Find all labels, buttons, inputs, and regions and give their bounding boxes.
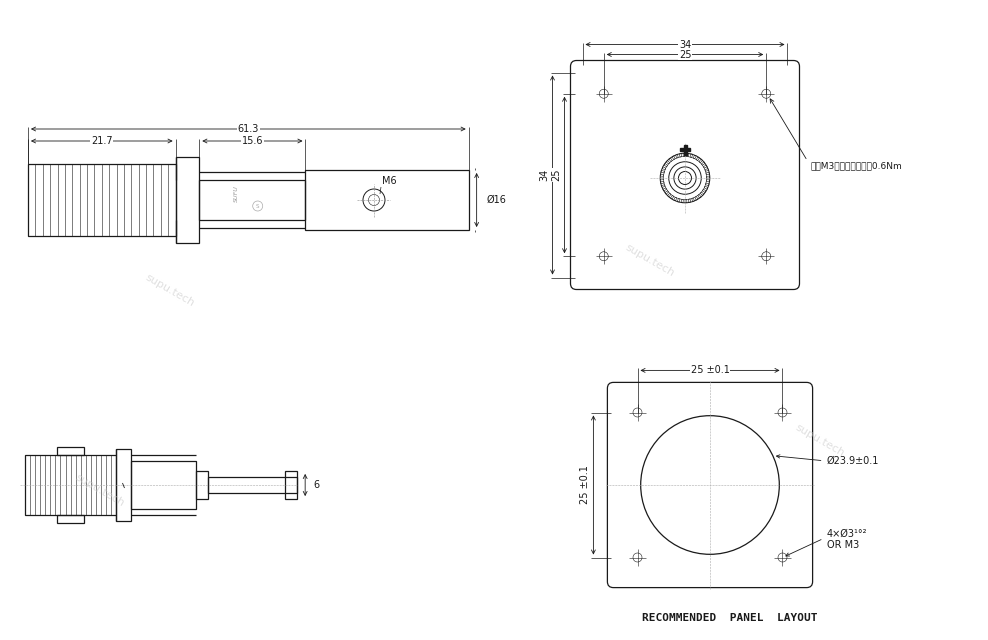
Text: 4×Ø3¹°²: 4×Ø3¹°² [827,529,867,538]
Text: 25: 25 [679,49,692,60]
Text: 34: 34 [679,40,692,49]
Text: supu.tech: supu.tech [143,272,197,308]
Bar [305,170,468,230]
Bar [286,471,297,499]
Text: 推荐M3组合螺丝，扇矢0.6Nm: 推荐M3组合螺丝，扇矢0.6Nm [810,161,902,170]
Text: supu.tech: supu.tech [623,242,677,278]
Polygon shape [680,148,690,151]
Bar [25,455,117,515]
Text: 6: 6 [313,480,319,490]
Bar [200,180,305,220]
Text: 61.3: 61.3 [238,124,259,134]
Text: supu.tech: supu.tech [74,472,126,508]
Bar [130,461,197,509]
Bar [208,477,297,493]
Text: S: S [256,204,260,209]
Text: 25: 25 [551,169,561,181]
Text: 21.7: 21.7 [91,136,113,146]
Text: Ø16: Ø16 [487,195,507,205]
Text: 34: 34 [539,169,549,181]
Text: RECOMMENDED  PANEL  LAYOUT: RECOMMENDED PANEL LAYOUT [642,613,818,623]
Bar [176,157,200,243]
Polygon shape [684,145,687,155]
Bar [28,164,176,236]
Text: OR M3: OR M3 [827,540,859,550]
Bar [57,515,84,523]
Text: 25 ±0.1: 25 ±0.1 [691,365,729,376]
Text: 25 ±0.1: 25 ±0.1 [580,465,591,504]
Bar [117,449,130,521]
Bar [197,471,208,499]
Text: SUFU: SUFU [234,186,239,202]
Bar [57,447,84,455]
Text: supu.tech: supu.tech [793,422,847,458]
Text: M6: M6 [382,176,396,186]
Text: 15.6: 15.6 [242,136,263,146]
Text: Ø23.9±0.1: Ø23.9±0.1 [827,456,879,466]
